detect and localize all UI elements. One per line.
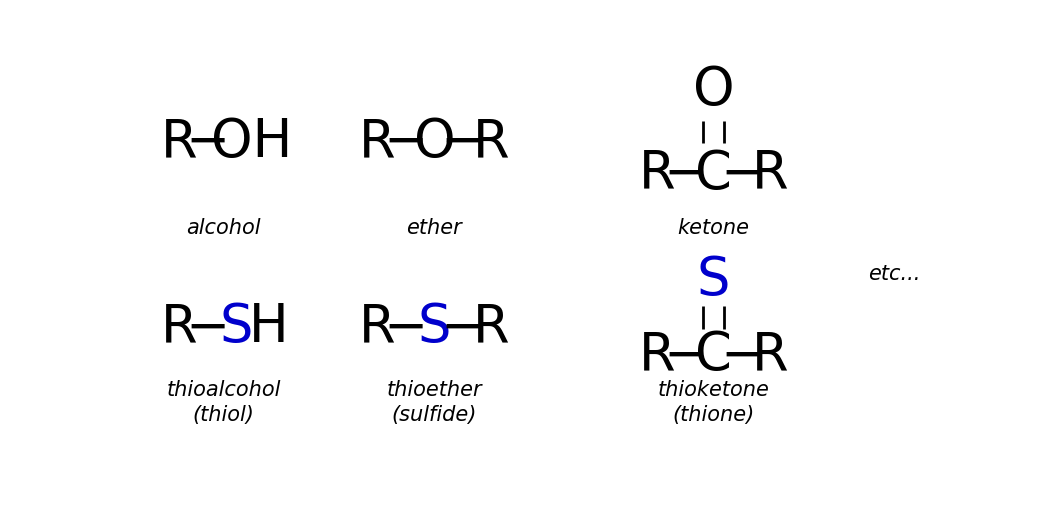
Text: C: C <box>695 329 733 381</box>
Text: −: − <box>185 301 230 353</box>
Text: −: − <box>384 301 428 353</box>
Text: OH: OH <box>211 116 293 168</box>
Text: −: − <box>720 148 764 200</box>
Text: S: S <box>219 301 253 353</box>
Text: ketone: ketone <box>678 218 749 238</box>
Text: H: H <box>249 301 288 353</box>
Text: S: S <box>697 253 730 306</box>
Text: R: R <box>161 301 198 353</box>
Text: R: R <box>752 148 789 200</box>
Text: R: R <box>472 116 509 168</box>
Text: −: − <box>664 148 707 200</box>
Text: alcohol: alcohol <box>186 218 261 238</box>
Text: O: O <box>693 64 735 116</box>
Text: −: − <box>720 329 764 381</box>
Text: R: R <box>359 116 396 168</box>
Text: thioalcohol
(thiol): thioalcohol (thiol) <box>166 380 281 425</box>
Text: O: O <box>414 116 456 168</box>
Text: thioketone
(thione): thioketone (thione) <box>657 380 770 425</box>
Text: S: S <box>418 301 451 353</box>
Text: −: − <box>384 116 428 168</box>
Text: −: − <box>185 116 230 168</box>
Text: −: − <box>441 116 485 168</box>
Text: etc...: etc... <box>868 264 921 283</box>
Text: R: R <box>638 148 675 200</box>
Text: R: R <box>359 301 396 353</box>
Text: R: R <box>638 329 675 381</box>
Text: thioether
(sulfide): thioether (sulfide) <box>387 380 482 425</box>
Text: C: C <box>695 148 733 200</box>
Text: R: R <box>161 116 198 168</box>
Text: ether: ether <box>407 218 462 238</box>
Text: −: − <box>441 301 485 353</box>
Text: R: R <box>752 329 789 381</box>
Text: R: R <box>472 301 509 353</box>
Text: −: − <box>664 329 707 381</box>
